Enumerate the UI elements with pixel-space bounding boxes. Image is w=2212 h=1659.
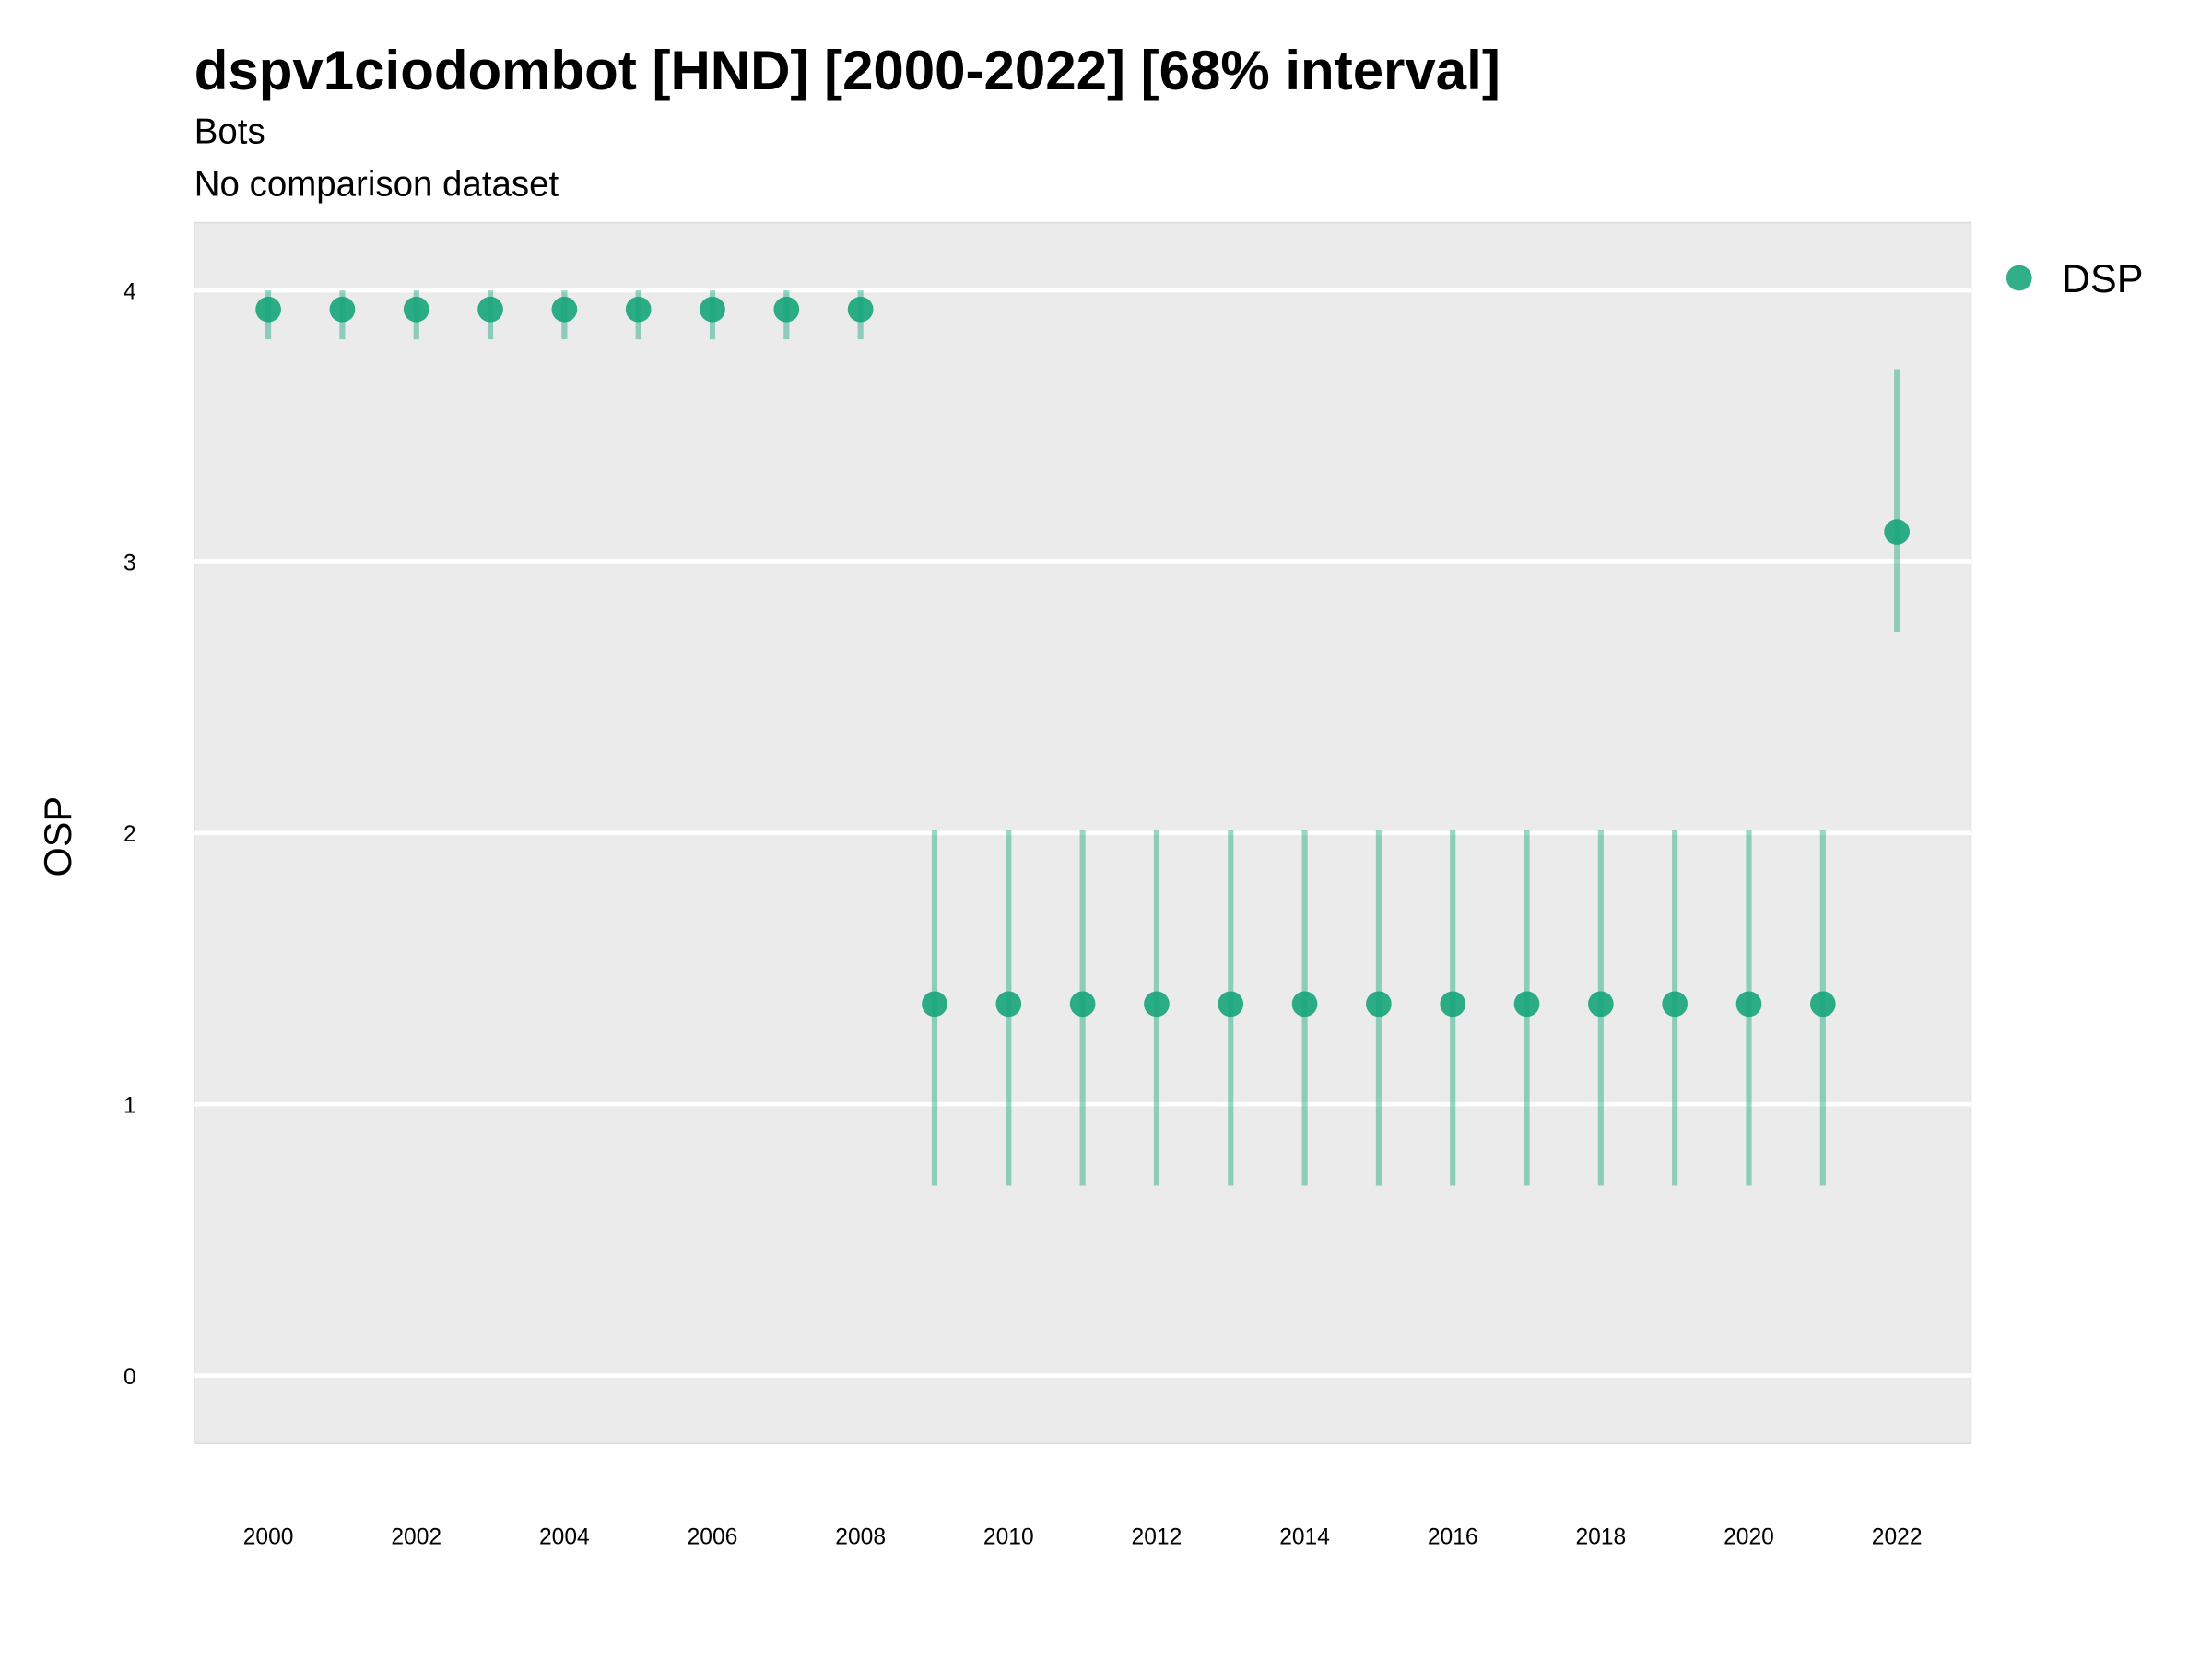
x-tick-label: 2008	[835, 1524, 886, 1549]
data-point	[1662, 991, 1688, 1018]
y-tick-label: 2	[124, 822, 136, 847]
x-tick-label: 2006	[688, 1524, 738, 1549]
data-point	[1440, 991, 1466, 1018]
legend: DSP	[2006, 257, 2144, 301]
data-point	[1588, 991, 1614, 1018]
data-point	[1366, 991, 1392, 1018]
y-tick-label: 3	[124, 551, 136, 576]
data-point	[773, 296, 800, 323]
x-tick-label: 2002	[391, 1524, 441, 1549]
y-tick-label: 4	[124, 279, 136, 304]
y-axis-label: OSP	[36, 796, 79, 877]
x-tick-label: 2004	[539, 1524, 590, 1549]
data-point	[477, 296, 503, 323]
data-point	[403, 296, 429, 323]
x-tick-label: 2014	[1279, 1524, 1330, 1549]
legend-key-dsp	[2006, 265, 2032, 291]
y-tick-label: 1	[124, 1093, 136, 1118]
data-point	[995, 991, 1022, 1018]
data-point	[1809, 991, 1836, 1018]
data-point	[1291, 991, 1318, 1018]
x-tick-label: 2016	[1428, 1524, 1478, 1549]
data-point	[1144, 991, 1170, 1018]
data-point	[551, 296, 578, 323]
data-point	[1884, 519, 1910, 545]
data-point	[255, 296, 281, 323]
x-tick-label: 2020	[1724, 1524, 1774, 1549]
x-tick-label: 2022	[1872, 1524, 1923, 1549]
data-point	[1735, 991, 1762, 1018]
data-point	[1218, 991, 1244, 1018]
data-point	[922, 991, 947, 1018]
data-point	[700, 296, 725, 323]
data-point	[329, 296, 356, 323]
data-point	[625, 296, 652, 323]
legend-label-dsp: DSP	[2062, 257, 2144, 301]
x-tick-label: 2018	[1575, 1524, 1626, 1549]
data-point	[1513, 991, 1540, 1018]
x-tick-label: 2000	[243, 1524, 294, 1549]
data-point	[847, 296, 874, 323]
x-tick-label: 2010	[983, 1524, 1034, 1549]
chart-title: dspv1ciodombot [HND] [2000-2022] [68% in…	[194, 40, 1500, 101]
x-tick-label: 2012	[1132, 1524, 1182, 1549]
chart-caption: No comparison dataset	[194, 164, 559, 204]
data-point	[1069, 991, 1096, 1018]
y-tick-label: 0	[124, 1365, 136, 1390]
chart-subtitle: Bots	[194, 112, 265, 151]
